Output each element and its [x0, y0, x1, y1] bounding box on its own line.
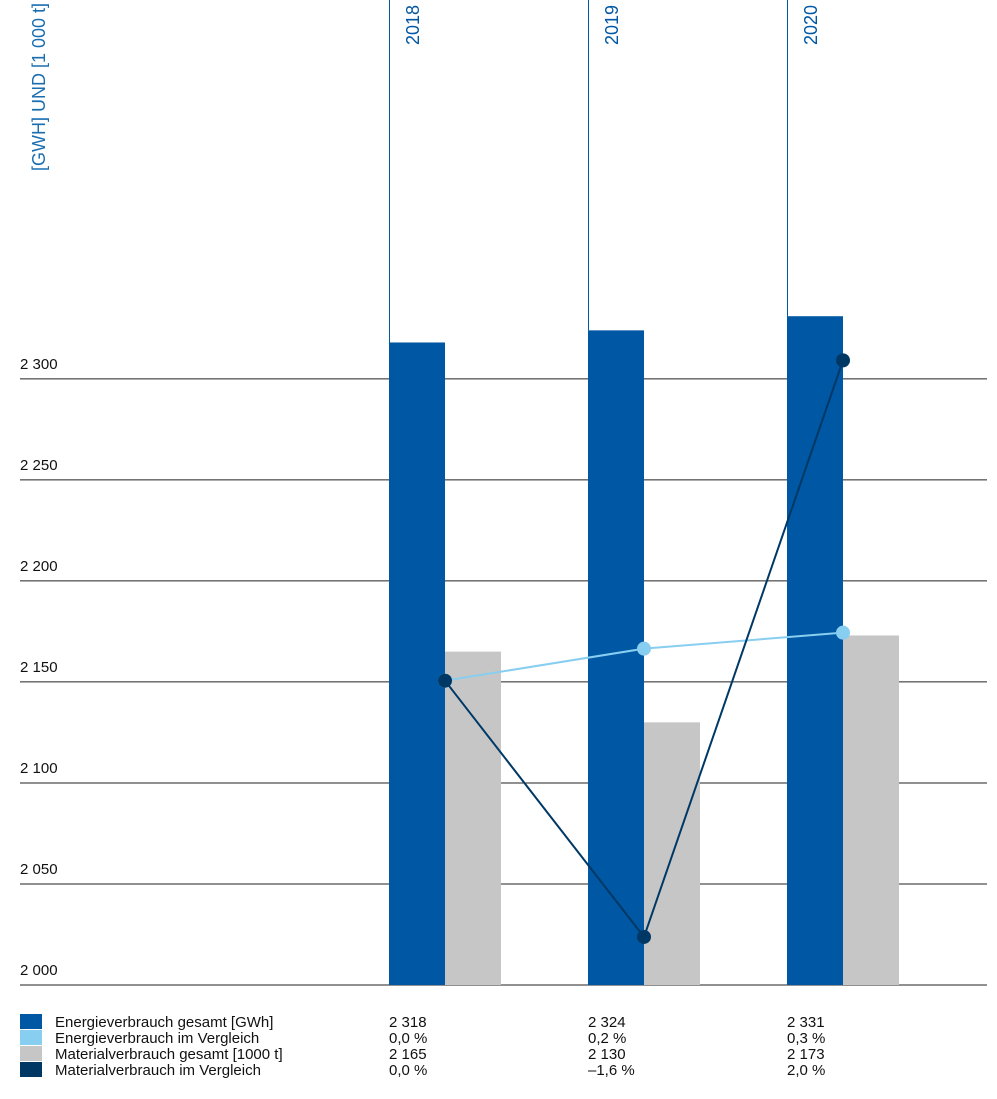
y-tick-label: 2 100 [20, 760, 58, 777]
y-tick-label: 2 000 [20, 962, 58, 979]
table-value: 2 173 [787, 1046, 825, 1063]
y-tick-label: 2 300 [20, 356, 58, 373]
legend-swatch [20, 1030, 42, 1045]
table-value: 2 130 [588, 1046, 626, 1063]
table-value: 2,0 % [787, 1062, 825, 1079]
table-value: 2 324 [588, 1014, 626, 1031]
point [836, 625, 850, 640]
table-value: 0,3 % [787, 1030, 825, 1047]
point [438, 673, 452, 688]
bar [787, 316, 843, 985]
y-tick-label: 2 050 [20, 861, 58, 878]
table-value: 2 331 [787, 1014, 825, 1031]
x-tick-label: 2018 [403, 5, 423, 45]
table-value: 0,2 % [588, 1030, 626, 1047]
table-value: –1,6 % [588, 1062, 635, 1079]
point [637, 929, 651, 944]
legend-label: Energieverbrauch im Vergleich [55, 1030, 259, 1047]
y-tick-label: 2 150 [20, 659, 58, 676]
legend-swatch [20, 1062, 42, 1077]
bar [445, 651, 501, 985]
bar [843, 635, 899, 985]
point [836, 353, 850, 368]
legend-swatch [20, 1046, 42, 1061]
table-value: 2 318 [389, 1014, 427, 1031]
legend-label: Energieverbrauch gesamt [GWh] [55, 1014, 273, 1031]
table-value: 0,0 % [389, 1062, 427, 1079]
bar [588, 330, 644, 985]
legend-swatch [20, 1014, 42, 1029]
bar [389, 342, 445, 985]
legend-label: Materialverbrauch im Vergleich [55, 1062, 261, 1079]
x-tick-label: 2019 [602, 5, 622, 45]
table-value: 2 165 [389, 1046, 427, 1063]
point [637, 641, 651, 656]
chart-title: [GWH] UND [1 000 t] [29, 3, 49, 171]
y-tick-label: 2 250 [20, 457, 58, 474]
y-tick-label: 2 200 [20, 558, 58, 575]
table-value: 0,0 % [389, 1030, 427, 1047]
legend-label: Materialverbrauch gesamt [1000 t] [55, 1046, 283, 1063]
x-tick-label: 2020 [801, 5, 821, 45]
